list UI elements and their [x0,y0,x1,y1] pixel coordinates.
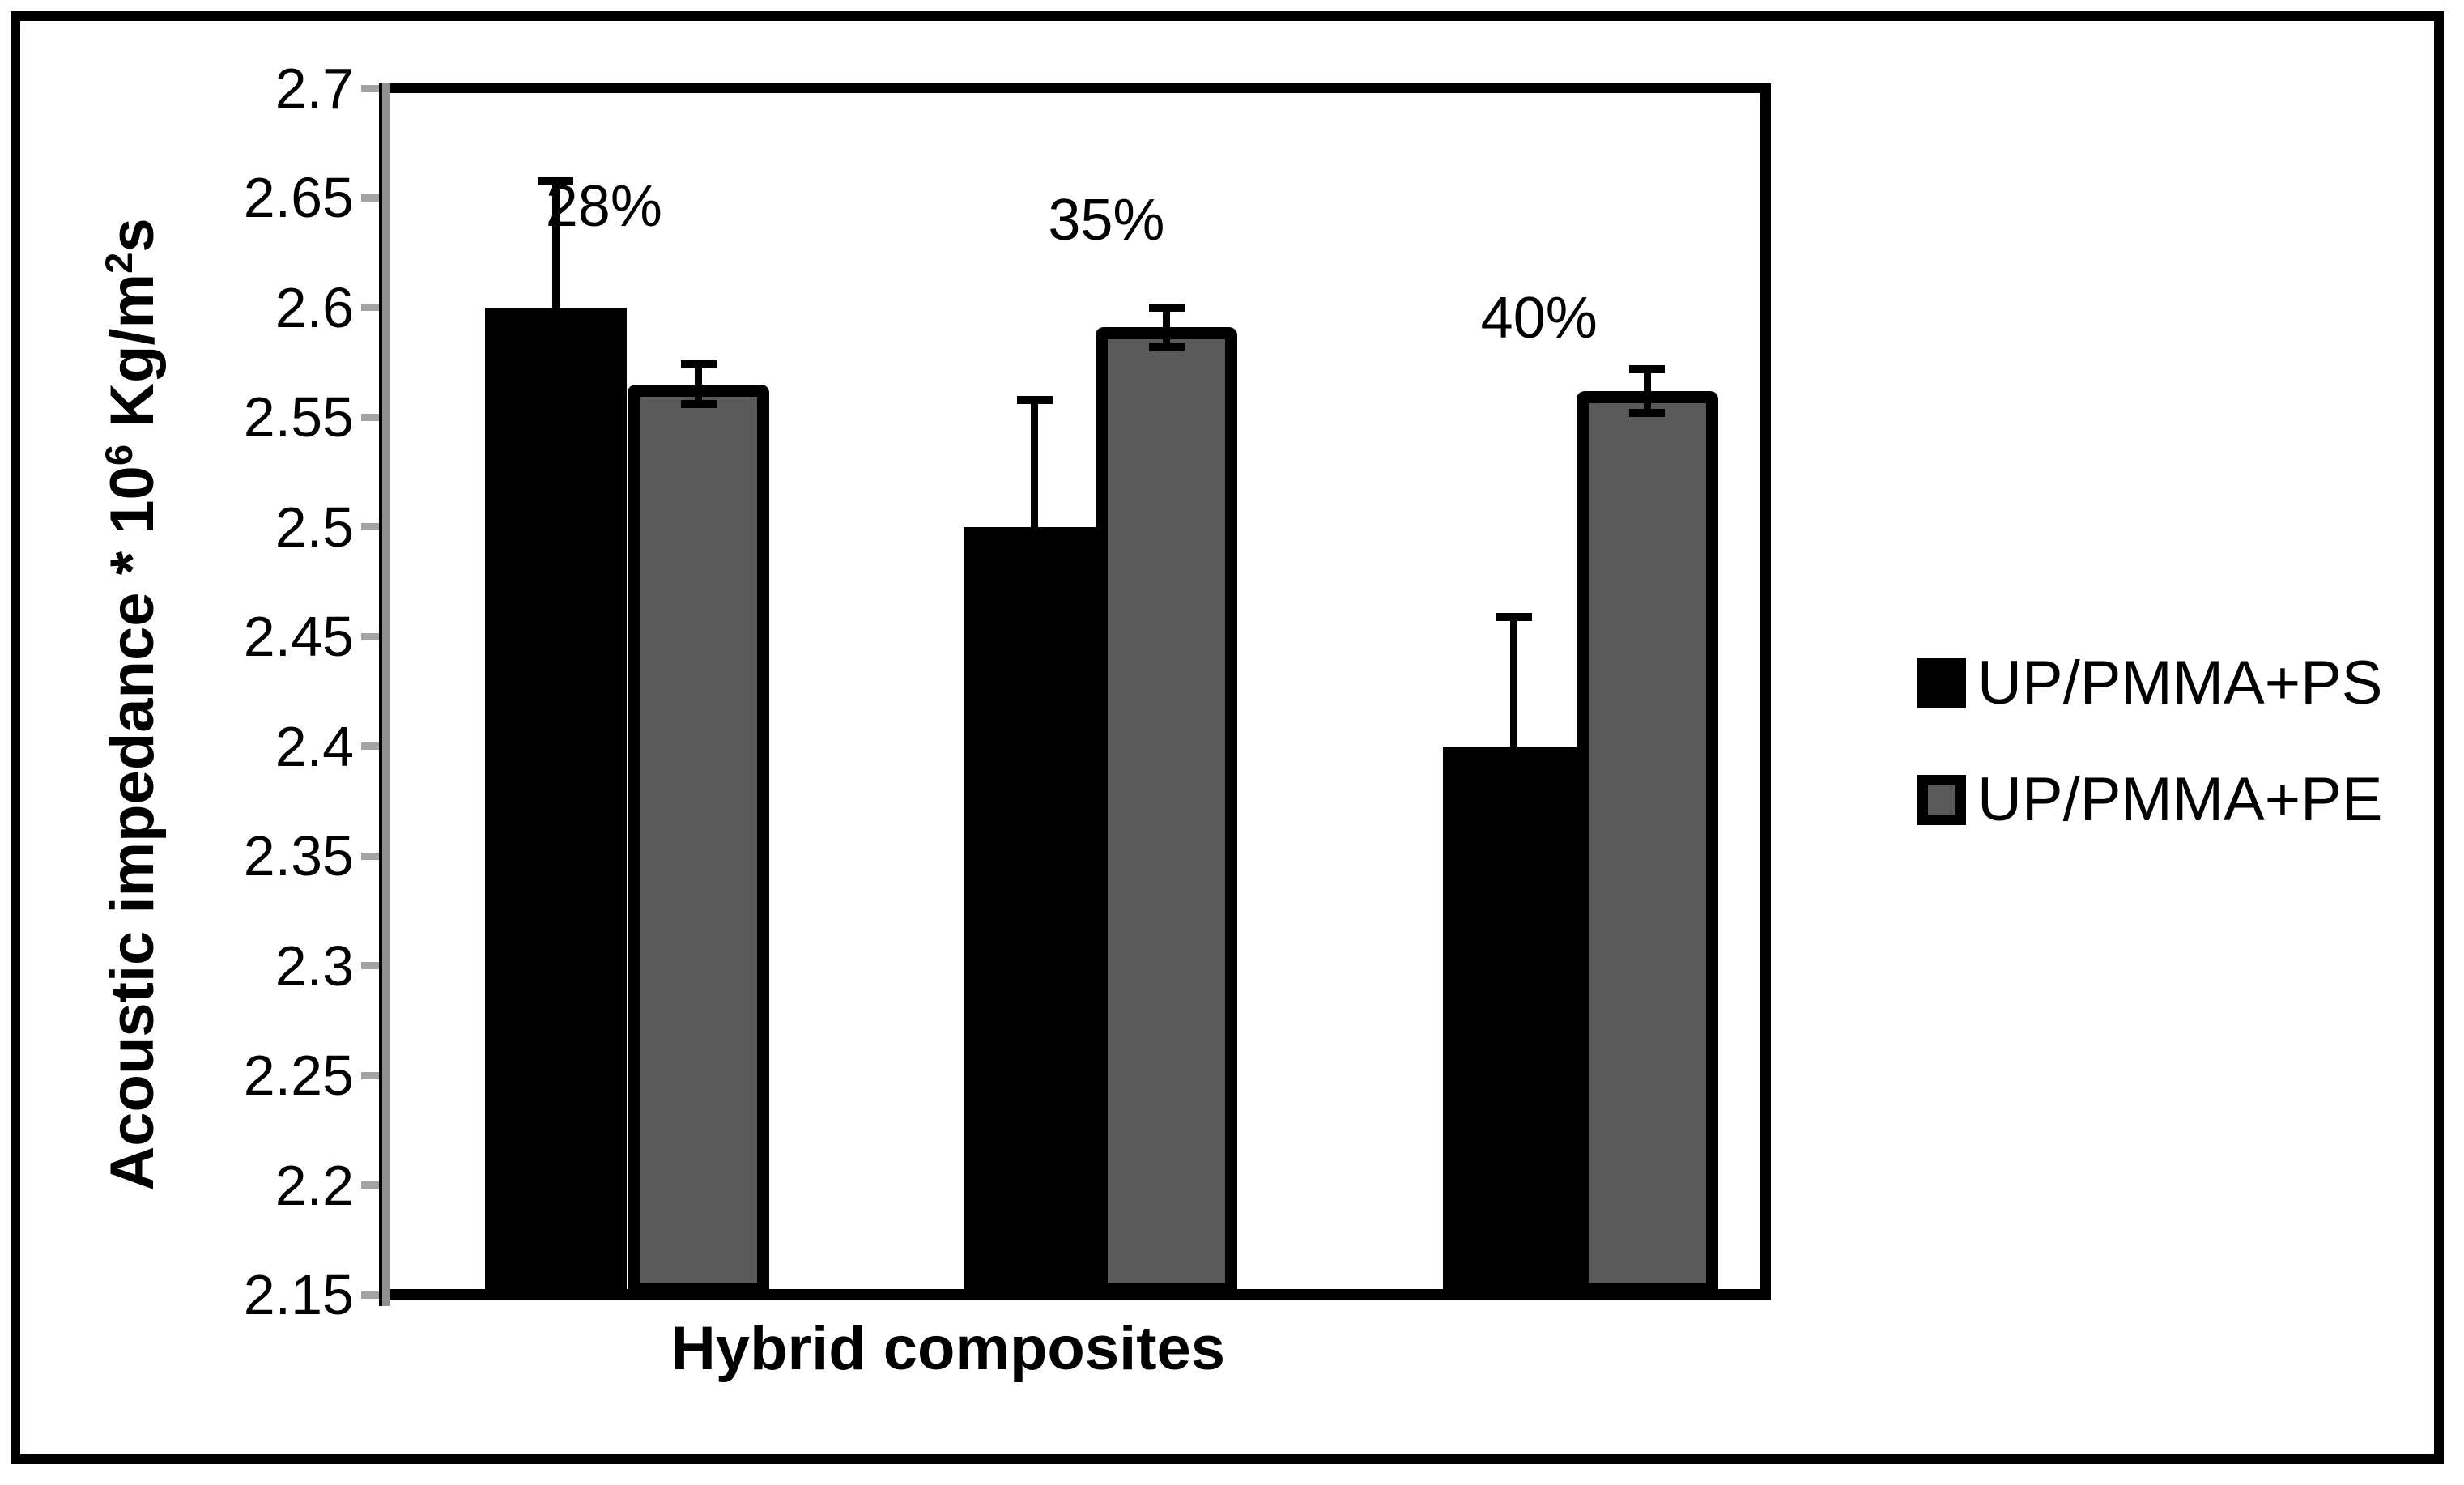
y-axis-tick-label: 2.2 [274,1153,354,1217]
error-bar-line [1643,368,1651,413]
bar-ps-40% [1443,746,1585,1295]
bar-ps-35% [964,526,1106,1295]
bar-pe-28% [628,384,770,1295]
y-axis-tick-mark [361,852,382,860]
y-axis-label-superscript-6: 6 [97,444,141,466]
error-bar-cap-top [680,360,717,369]
error-bar-cap-top [1629,364,1666,373]
y-axis-tick-mark [361,962,382,970]
group-label-40%: 40% [1480,286,1598,351]
y-axis-tick-label: 2.15 [243,1263,354,1326]
y-axis-tick-mark [361,1071,382,1079]
y-axis-tick-mark [361,523,382,531]
plot-area: 2.15 2.2 2.25 2.3 2.35 2.4 2.45 2.5 2.55 2.6 2.65 2… [244,60,1771,1323]
y-axis-tick-mark [361,84,382,92]
y-axis-tick-mark [361,1181,382,1189]
y-axis-tick-label: 2.5 [274,495,354,559]
legend-label-up-pmma-pe: UP/PMMA+PE [1977,765,2383,834]
y-axis-tick-mark [361,632,382,640]
y-axis-tick-mark [361,304,382,312]
plot-border-right [1760,83,1771,1300]
y-axis-tick-mark [361,413,382,421]
legend-swatch-gray-icon [1917,775,1966,825]
plot-border-top [379,83,1771,93]
error-bar-line [1031,399,1039,527]
y-axis-tick-label: 2.6 [274,275,354,339]
legend-item-up-pmma-ps: UP/PMMA+PS [1917,653,2382,714]
group-label-28%: 28% [545,174,662,240]
error-bar-line [1510,616,1518,747]
bar-ps-28% [484,307,627,1295]
error-bar-cap-bottom [1629,408,1666,417]
bar-pe-35% [1096,327,1238,1295]
y-axis-tick-mark [361,1291,382,1299]
error-bar-line [695,364,703,405]
y-axis-line [379,83,390,1306]
y-axis-tick-label: 2.7 [274,57,354,120]
y-axis-tick-label: 2.45 [243,605,354,669]
bar-pe-40% [1576,390,1718,1295]
x-axis-label: Hybrid composites [670,1314,1226,1383]
y-axis-tick-label: 2.55 [243,385,354,449]
error-bar-cap-top [538,176,574,185]
y-axis-tick-label: 2.35 [243,824,354,888]
y-axis-label-mid: Kg/m [97,273,167,445]
error-bar-cap-top [1016,395,1053,404]
error-bar-cap-top [1148,303,1185,312]
error-bar-cap-bottom [680,400,717,409]
x-axis-line [379,1289,1771,1300]
y-axis-tick-mark [361,742,382,751]
legend-item-up-pmma-pe: UP/PMMA+PE [1917,769,2382,831]
error-bar-cap-bottom [1148,343,1185,351]
y-axis-tick-label: 2.65 [243,166,354,230]
legend-swatch-black-icon [1917,658,1966,708]
y-axis-label-pre: Acoustic impedance * 10 [97,466,167,1191]
error-bar-line [551,180,560,308]
error-bar-cap-top [1496,612,1532,621]
error-bar-line [1163,307,1171,347]
y-axis-label-post: s [97,218,167,253]
y-axis-tick-label: 2.4 [274,714,354,778]
y-axis-label-superscript-2: 2 [97,252,141,274]
group-label-35%: 35% [1048,187,1165,253]
y-axis-tick-label: 2.3 [274,934,354,998]
y-axis-tick-mark [361,194,382,202]
y-axis-tick-label: 2.25 [243,1044,354,1108]
legend-label-up-pmma-ps: UP/PMMA+PS [1977,649,2383,717]
y-axis-label: Acoustic impedance * 106 Kg/m2s [96,218,168,1190]
